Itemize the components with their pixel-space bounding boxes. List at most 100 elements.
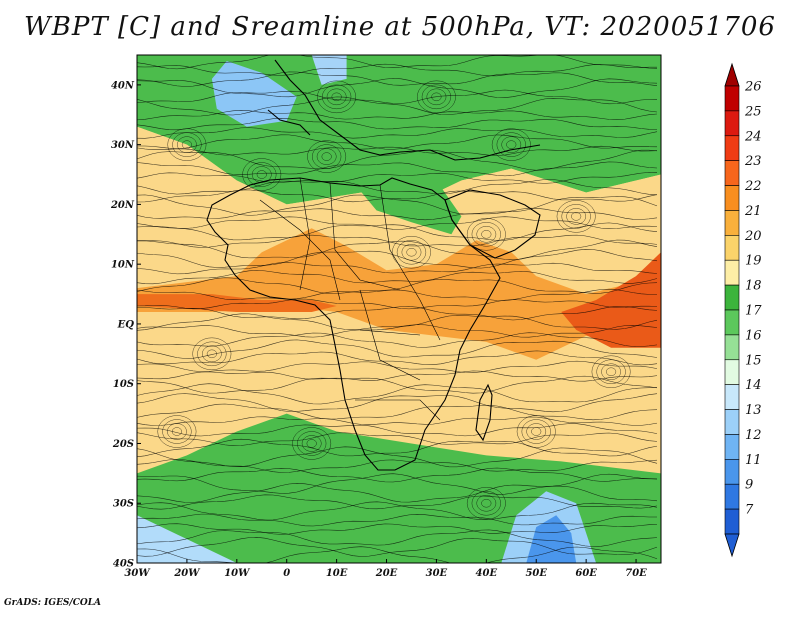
colorbar-label: 17 [745,304,762,319]
streamline [137,110,658,121]
streamline-eddy [247,162,277,187]
region-indian-ocean-deep-orange [561,252,661,348]
streamline [137,234,658,248]
streamline [137,89,658,105]
lon-tick-label: 50E [525,568,547,579]
streamline [137,473,658,495]
streamline [137,483,658,503]
streamline-eddy [251,166,272,183]
streamline [137,513,657,527]
lat-tick-label: 20N [110,200,135,211]
streamline [137,149,658,171]
streamline [137,189,658,203]
colorbar-swatch [724,359,740,385]
streamline [137,134,658,150]
streamline [137,324,658,338]
lon-tick-label: 10W [224,568,251,579]
streamline [137,375,658,394]
streamline [137,403,658,421]
streamline-eddy [471,222,501,247]
streamline-eddy [506,140,517,149]
chart-title: WBPT [C] and Sreamline at 500hPa, VT: 20… [24,12,776,42]
streamline [137,370,658,382]
colorbar-swatch [724,235,740,261]
coastlines-and-borders [206,59,541,471]
streamline-eddy [571,212,582,221]
streamline [137,194,658,216]
streamline [137,501,658,521]
lon-tick-label: 20E [375,568,398,579]
streamline [137,55,658,70]
streamline [137,78,658,98]
streamline [137,298,658,310]
lon-tick-label: 40E [476,568,498,579]
lat-tick-label: 20S [112,439,134,450]
streamline [137,262,658,275]
colorbar-swatch [724,409,740,435]
streamline-eddy [192,337,232,371]
streamline-eddy [421,84,452,110]
colorbar-swatch [724,110,740,137]
colorbar-label: 22 [744,179,762,194]
lat-tick-label: 40S [113,559,134,570]
streamline-eddy [177,136,197,153]
streamline-eddy [167,423,187,440]
colorbar-label: 14 [745,378,762,393]
streamline-eddy [526,423,547,440]
streamline [137,332,658,348]
region-orange-tropical [137,228,661,360]
colorbar-label: 19 [745,254,762,269]
streamline [137,446,658,468]
streamline [137,118,658,131]
streamline-eddy [157,415,197,448]
streamline-eddy [396,239,427,265]
colorbar-label: 18 [745,279,762,294]
arabia-coastline [444,189,541,259]
colorbar-swatch [724,309,740,336]
streamline-eddy [481,230,492,239]
streamline [137,145,658,156]
africa-coastline [206,177,501,471]
streamline-eddy [256,170,267,179]
streamline-eddy [167,128,207,161]
streamline [137,432,658,446]
streamline-eddy [591,355,631,389]
streamline [137,96,658,116]
colorbar-label: 9 [745,478,753,493]
streamline-eddy [401,243,422,261]
region-equatorial-deep-orange [137,294,337,312]
europe-coastline [267,59,541,161]
streamline-eddy [292,427,332,460]
colorbar-swatch [724,85,740,112]
streamline [137,249,658,269]
streamline-eddy [426,88,447,106]
streamline [137,393,658,413]
lon-tick-label: 30W [124,568,151,579]
streamline-eddy [317,80,357,114]
streamline [137,383,658,405]
streamline [137,71,658,87]
streamline [137,161,658,177]
streamline-eddy [316,148,337,165]
streamline-eddy [476,226,497,243]
streamline-eddy [172,132,202,157]
streamline-eddy [596,359,626,385]
streamline-eddy [561,204,591,229]
streamline [137,172,658,184]
lon-tick-label: 20W [173,568,201,579]
streamline [137,216,658,230]
streamline-eddy [301,435,322,452]
streamline-eddy [297,431,327,456]
colorbar-swatch [724,284,740,311]
lat-tick-label: 40N [111,80,135,91]
streamline [137,313,658,331]
streamline-eddy [566,208,587,225]
colorbar-top-arrow [724,62,740,87]
streamline [137,537,658,557]
streamline [137,416,658,426]
streamline [137,63,657,77]
colorbar-swatch [724,210,740,236]
colorbar-label: 24 [744,129,762,144]
colorbar-swatch [724,434,740,460]
